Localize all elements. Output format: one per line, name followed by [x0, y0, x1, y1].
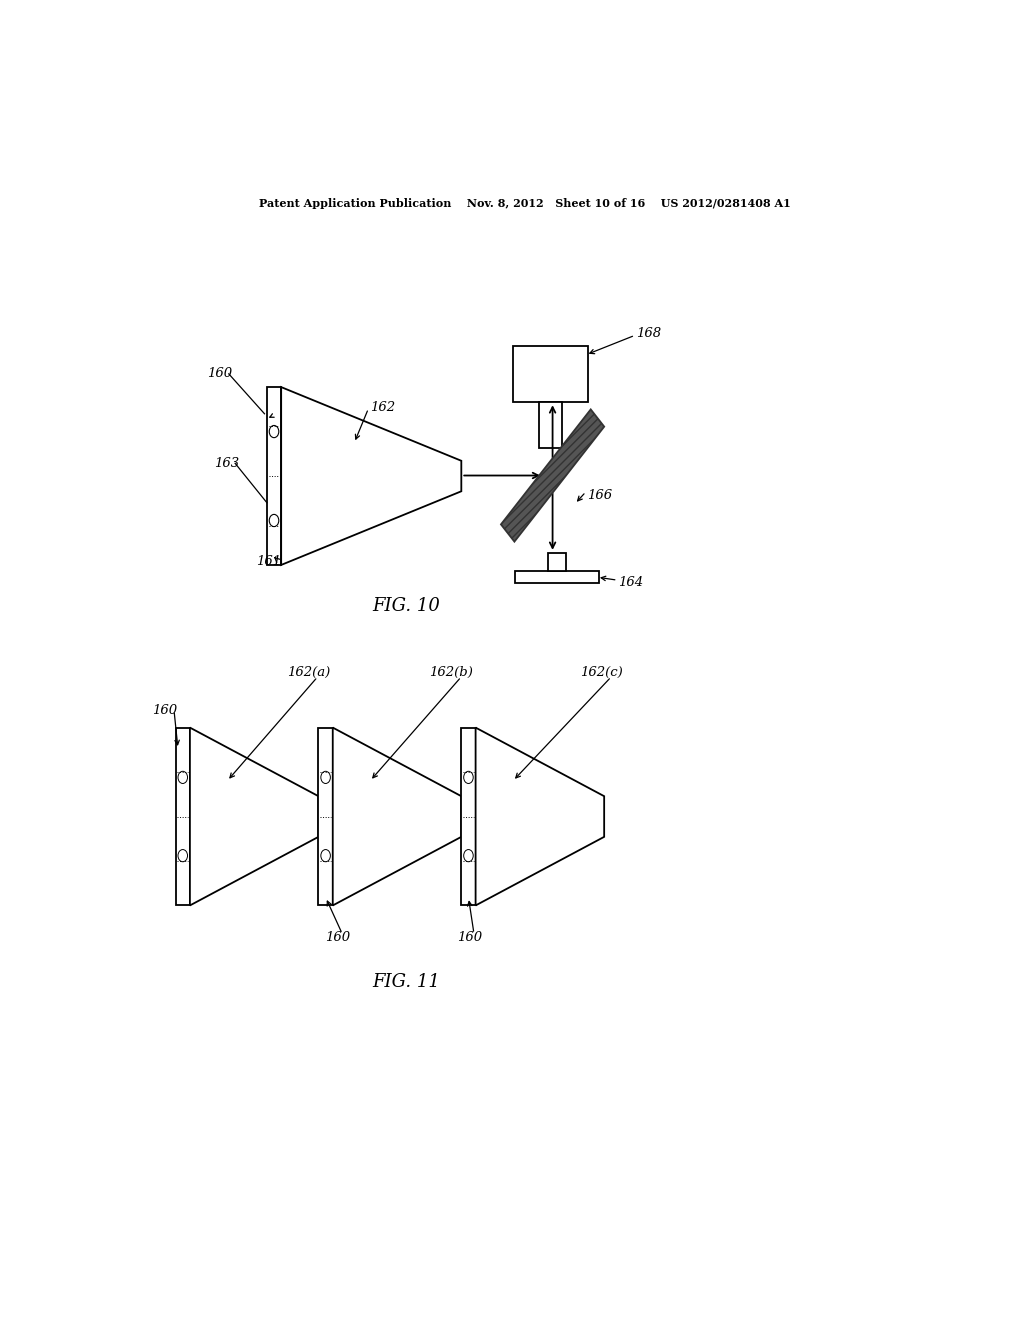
Text: FIG. 11: FIG. 11	[372, 973, 439, 991]
Bar	[461, 727, 475, 906]
Text: 160: 160	[152, 704, 177, 717]
Bar	[176, 727, 189, 906]
Bar	[267, 387, 282, 565]
Text: 168: 168	[636, 327, 662, 339]
Text: 160: 160	[458, 932, 482, 945]
Text: 166: 166	[587, 490, 611, 503]
Polygon shape	[475, 727, 604, 906]
Text: 164: 164	[618, 576, 643, 589]
Text: 161: 161	[257, 556, 282, 569]
Polygon shape	[282, 387, 461, 565]
Bar	[513, 346, 588, 403]
Polygon shape	[333, 727, 461, 906]
Polygon shape	[189, 727, 318, 906]
Bar	[515, 572, 599, 583]
Text: 163: 163	[214, 457, 239, 470]
Text: 162(a): 162(a)	[287, 667, 330, 680]
Polygon shape	[501, 409, 604, 541]
Bar	[540, 403, 562, 447]
Bar	[548, 553, 565, 572]
Text: 162(c): 162(c)	[581, 667, 623, 680]
Bar	[318, 727, 333, 906]
Text: 160: 160	[325, 932, 350, 945]
Text: FIG. 10: FIG. 10	[372, 597, 439, 615]
Text: 162(b): 162(b)	[430, 667, 473, 680]
Text: Patent Application Publication    Nov. 8, 2012   Sheet 10 of 16    US 2012/02814: Patent Application Publication Nov. 8, 2…	[259, 198, 791, 209]
Text: 162: 162	[370, 401, 395, 414]
Text: 160: 160	[207, 367, 232, 380]
